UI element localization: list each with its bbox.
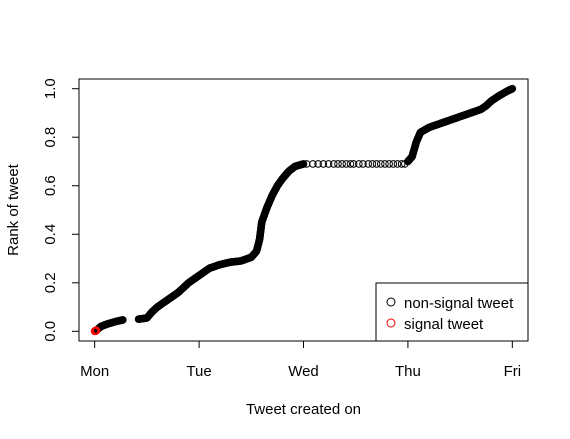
non-signal-point: [299, 160, 308, 168]
y-tick-label-5: 1.0: [42, 78, 59, 99]
non-signal-point: [342, 160, 351, 168]
axis-ticks: Mon Tue Wed Thu Fri 0.0 0.2 0.4 0.6 0.8 1.0: [42, 78, 521, 380]
y-tick-label-1: 0.2: [42, 272, 59, 293]
non-signal-point: [376, 160, 385, 168]
legend-marker-non-signal: [386, 297, 396, 307]
x-tick-label-wed: Wed: [288, 363, 319, 380]
non-signal-point: [368, 160, 377, 168]
y-tick-label-0: 0.0: [42, 321, 59, 342]
x-tick-label-thu: Thu: [395, 363, 421, 380]
non-signal-point: [372, 160, 381, 168]
non-signal-point: [346, 160, 355, 168]
y-tick-label-4: 0.8: [42, 127, 59, 148]
x-tick-label-mon: Mon: [80, 363, 109, 380]
y-tick-label-3: 0.6: [42, 175, 59, 196]
non-signal-point: [389, 160, 398, 168]
non-signal-point: [400, 160, 409, 168]
non-signal-point: [385, 160, 393, 168]
non-signal-point: [381, 160, 389, 168]
non-signal-point: [309, 160, 317, 168]
y-tick-label-2: 0.4: [42, 224, 59, 245]
legend-label-signal: signal tweet: [404, 316, 484, 333]
x-axis-title: Tweet created on: [246, 401, 361, 418]
y-axis-title: Rank of tweet: [5, 163, 22, 256]
non-signal-point: [319, 160, 328, 168]
legend-marker-signal: [386, 318, 396, 328]
non-signal-point: [329, 160, 338, 168]
data-marks: [90, 84, 517, 336]
non-signal-point: [324, 160, 333, 168]
non-signal-point: [508, 84, 517, 93]
non-signal-point: [119, 316, 127, 324]
x-tick-label-tue: Tue: [186, 363, 211, 380]
non-signal-point: [364, 160, 373, 168]
non-signal-point: [349, 160, 358, 168]
signal-point: [92, 326, 100, 335]
non-signal-point: [393, 160, 402, 168]
non-signal-point: [334, 160, 342, 168]
non-signal-point: [397, 160, 406, 168]
legend: non-signal tweet signal tweet: [375, 282, 529, 342]
legend-label-non-signal: non-signal tweet: [404, 295, 514, 312]
non-signal-point: [355, 160, 363, 168]
non-signal-point: [314, 160, 322, 168]
non-signal-point: [338, 160, 346, 168]
non-signal-point: [359, 160, 367, 168]
legend-box: [375, 282, 529, 342]
x-tick-label-fri: Fri: [504, 363, 522, 380]
